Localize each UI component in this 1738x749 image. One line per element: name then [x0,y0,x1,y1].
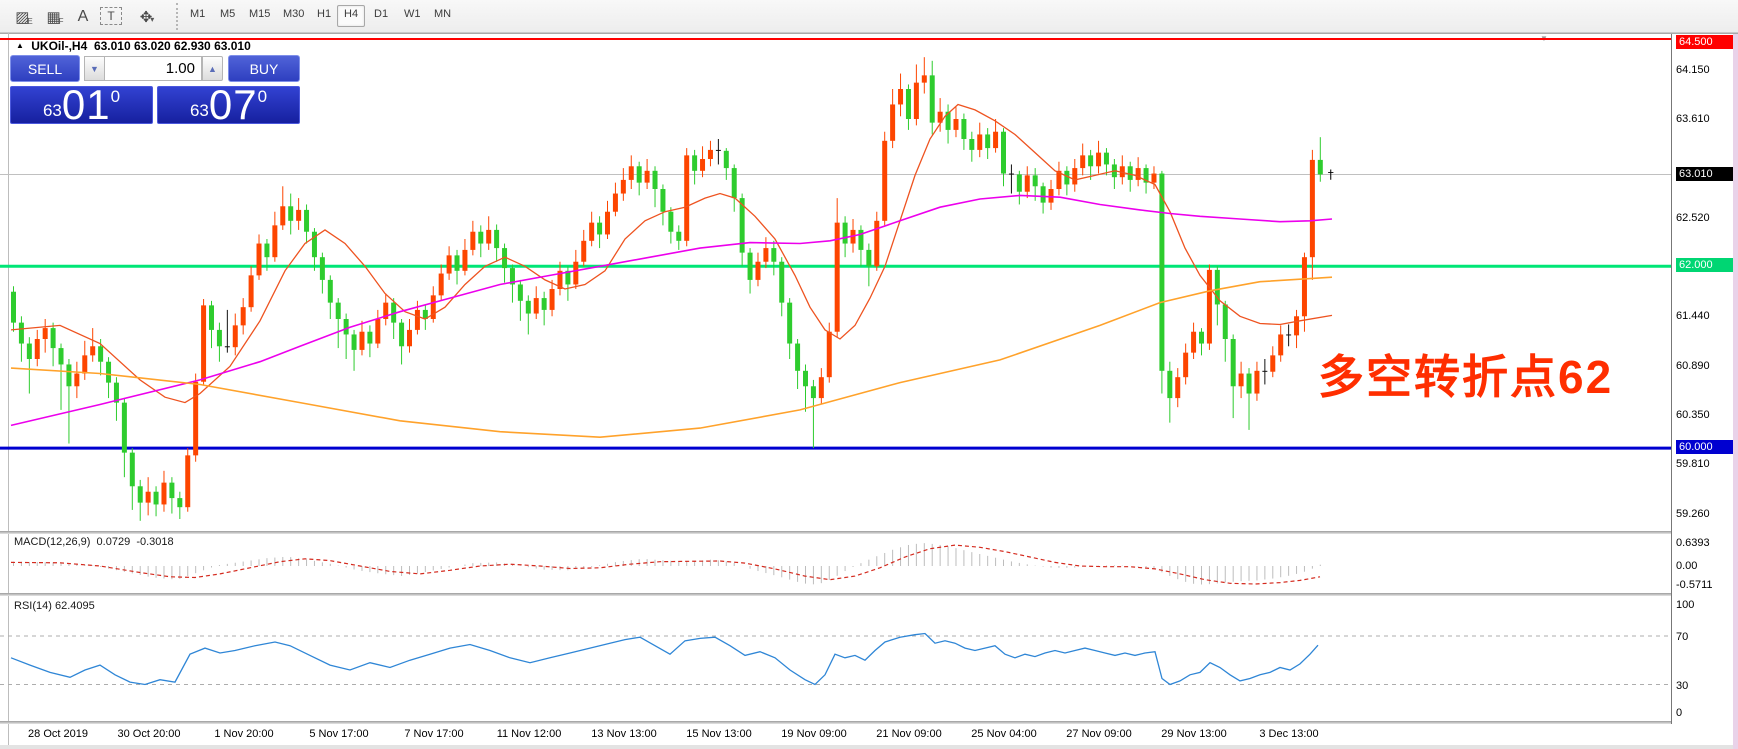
tf-m1[interactable]: M1 [190,8,206,20]
toolbar: ▨ E ▦ F A T ✥ ▾ M1 M5 M15 M30 H1 H4 D1 W1 M… [0,0,1738,33]
pane-splitter[interactable] [0,593,1672,596]
date-label: 19 Nov 09:00 [781,728,847,740]
axis-label-hline: 60.000 [1676,440,1734,454]
window-bottom-strip [0,745,1733,749]
main-chart-canvas[interactable]: † [0,33,1672,531]
rsi-value: 62.4095 [54,600,95,612]
date-label: 21 Nov 09:00 [876,728,942,740]
tf-h4[interactable]: H4 [337,5,366,27]
macd-signal-value: -0.3018 [136,536,174,548]
macd-value: 0.0729 [96,536,131,548]
macd-axis-label: -0.5711 [1676,579,1713,591]
rsi-axis-label: 30 [1676,680,1689,692]
collapse-icon[interactable]: ▲ [16,41,24,50]
axis-label: 62.520 [1676,212,1710,224]
chart-title: ▲ UKOil-,H4 63.010 63.020 62.930 63.010 [16,39,251,53]
svg-text:†: † [1328,167,1334,181]
date-label: 11 Nov 12:00 [496,728,562,740]
tf-h1[interactable]: H1 [317,8,332,20]
chart-text-annotation[interactable]: 多空转折点62 [1318,351,1614,403]
tf-mn[interactable]: MN [434,8,452,20]
macd-canvas[interactable] [0,534,1672,593]
tf-m30[interactable]: M30 [283,8,305,20]
rsi-axis-label: 70 [1676,631,1689,643]
macd-axis-label: 0.6393 [1676,537,1710,549]
date-label: 25 Nov 04:00 [971,728,1037,740]
macd-label: MACD(12,26,9) 0.0729 -0.3018 [14,536,174,548]
axis-label: 63.610 [1676,113,1710,125]
one-click-trading-panel: SELL ▼ ▲ BUY 63 01 0 63 07 0 [10,55,300,126]
rsi-label: RSI(14) 62.4095 [14,600,95,612]
text-box-icon[interactable]: T [100,7,122,25]
date-label: 29 Nov 13:00 [1161,728,1227,740]
grid-icon[interactable]: ▦ F [46,8,64,26]
window-border-left [8,33,9,749]
text-label-icon[interactable]: A [77,7,89,25]
axis-label: 59.260 [1676,508,1710,520]
axis-label: 64.150 [1676,64,1710,76]
volume-down-button[interactable]: ▼ [84,56,105,81]
symbol-name: UKOil-,H4 [31,39,88,53]
axis-label-hline: 64.500 [1676,35,1734,49]
date-label: 13 Nov 13:00 [591,728,657,740]
date-label: 28 Oct 2019 [28,728,88,740]
volume-up-button[interactable]: ▲ [202,56,223,81]
date-label: 3 Dec 13:00 [1259,728,1319,740]
axis-label-current-price: 63.010 [1676,167,1734,181]
rsi-axis-label: 0 [1676,707,1683,719]
tf-m15[interactable]: M15 [249,8,271,20]
buy-button[interactable]: BUY [228,55,300,82]
tf-m5[interactable]: M5 [220,8,236,20]
rsi-canvas[interactable] [0,597,1672,721]
window-border [0,33,1738,34]
date-label: 5 Nov 17:00 [309,728,369,740]
date-label: 27 Nov 09:00 [1066,728,1132,740]
tf-d1[interactable]: D1 [374,8,389,20]
pane-splitter[interactable] [0,531,1672,534]
macd-axis-label: 0.00 [1676,560,1698,572]
volume-input[interactable] [105,56,202,81]
toolbar-separator [176,3,180,30]
bid-price-display[interactable]: 63 01 0 [10,84,153,126]
symbol-ohlc: 63.010 63.020 62.930 63.010 [93,39,251,53]
axis-label: 59.810 [1676,458,1710,470]
date-label: 1 Nov 20:00 [214,728,274,740]
window-edge-strip [1733,34,1738,749]
date-label: 7 Nov 17:00 [404,728,464,740]
axis-separator [1671,34,1672,724]
ask-price-display[interactable]: 63 07 0 [157,84,300,126]
axis-label: 60.890 [1676,360,1710,372]
pane-splitter [0,721,1672,724]
date-label: 15 Nov 13:00 [686,728,752,740]
axis-label: 60.350 [1676,409,1710,421]
cursor-mode-icon[interactable]: ✥ ▾ [139,8,155,26]
tf-w1[interactable]: W1 [404,8,421,20]
date-label: 30 Oct 20:00 [117,728,181,740]
rsi-axis-label: 100 [1676,599,1695,611]
axis-label: 61.440 [1676,310,1710,322]
indicators-icon[interactable]: ▨ E [15,8,33,26]
sell-button[interactable]: SELL [10,55,80,82]
axis-label-hline: 62.000 [1676,258,1734,272]
